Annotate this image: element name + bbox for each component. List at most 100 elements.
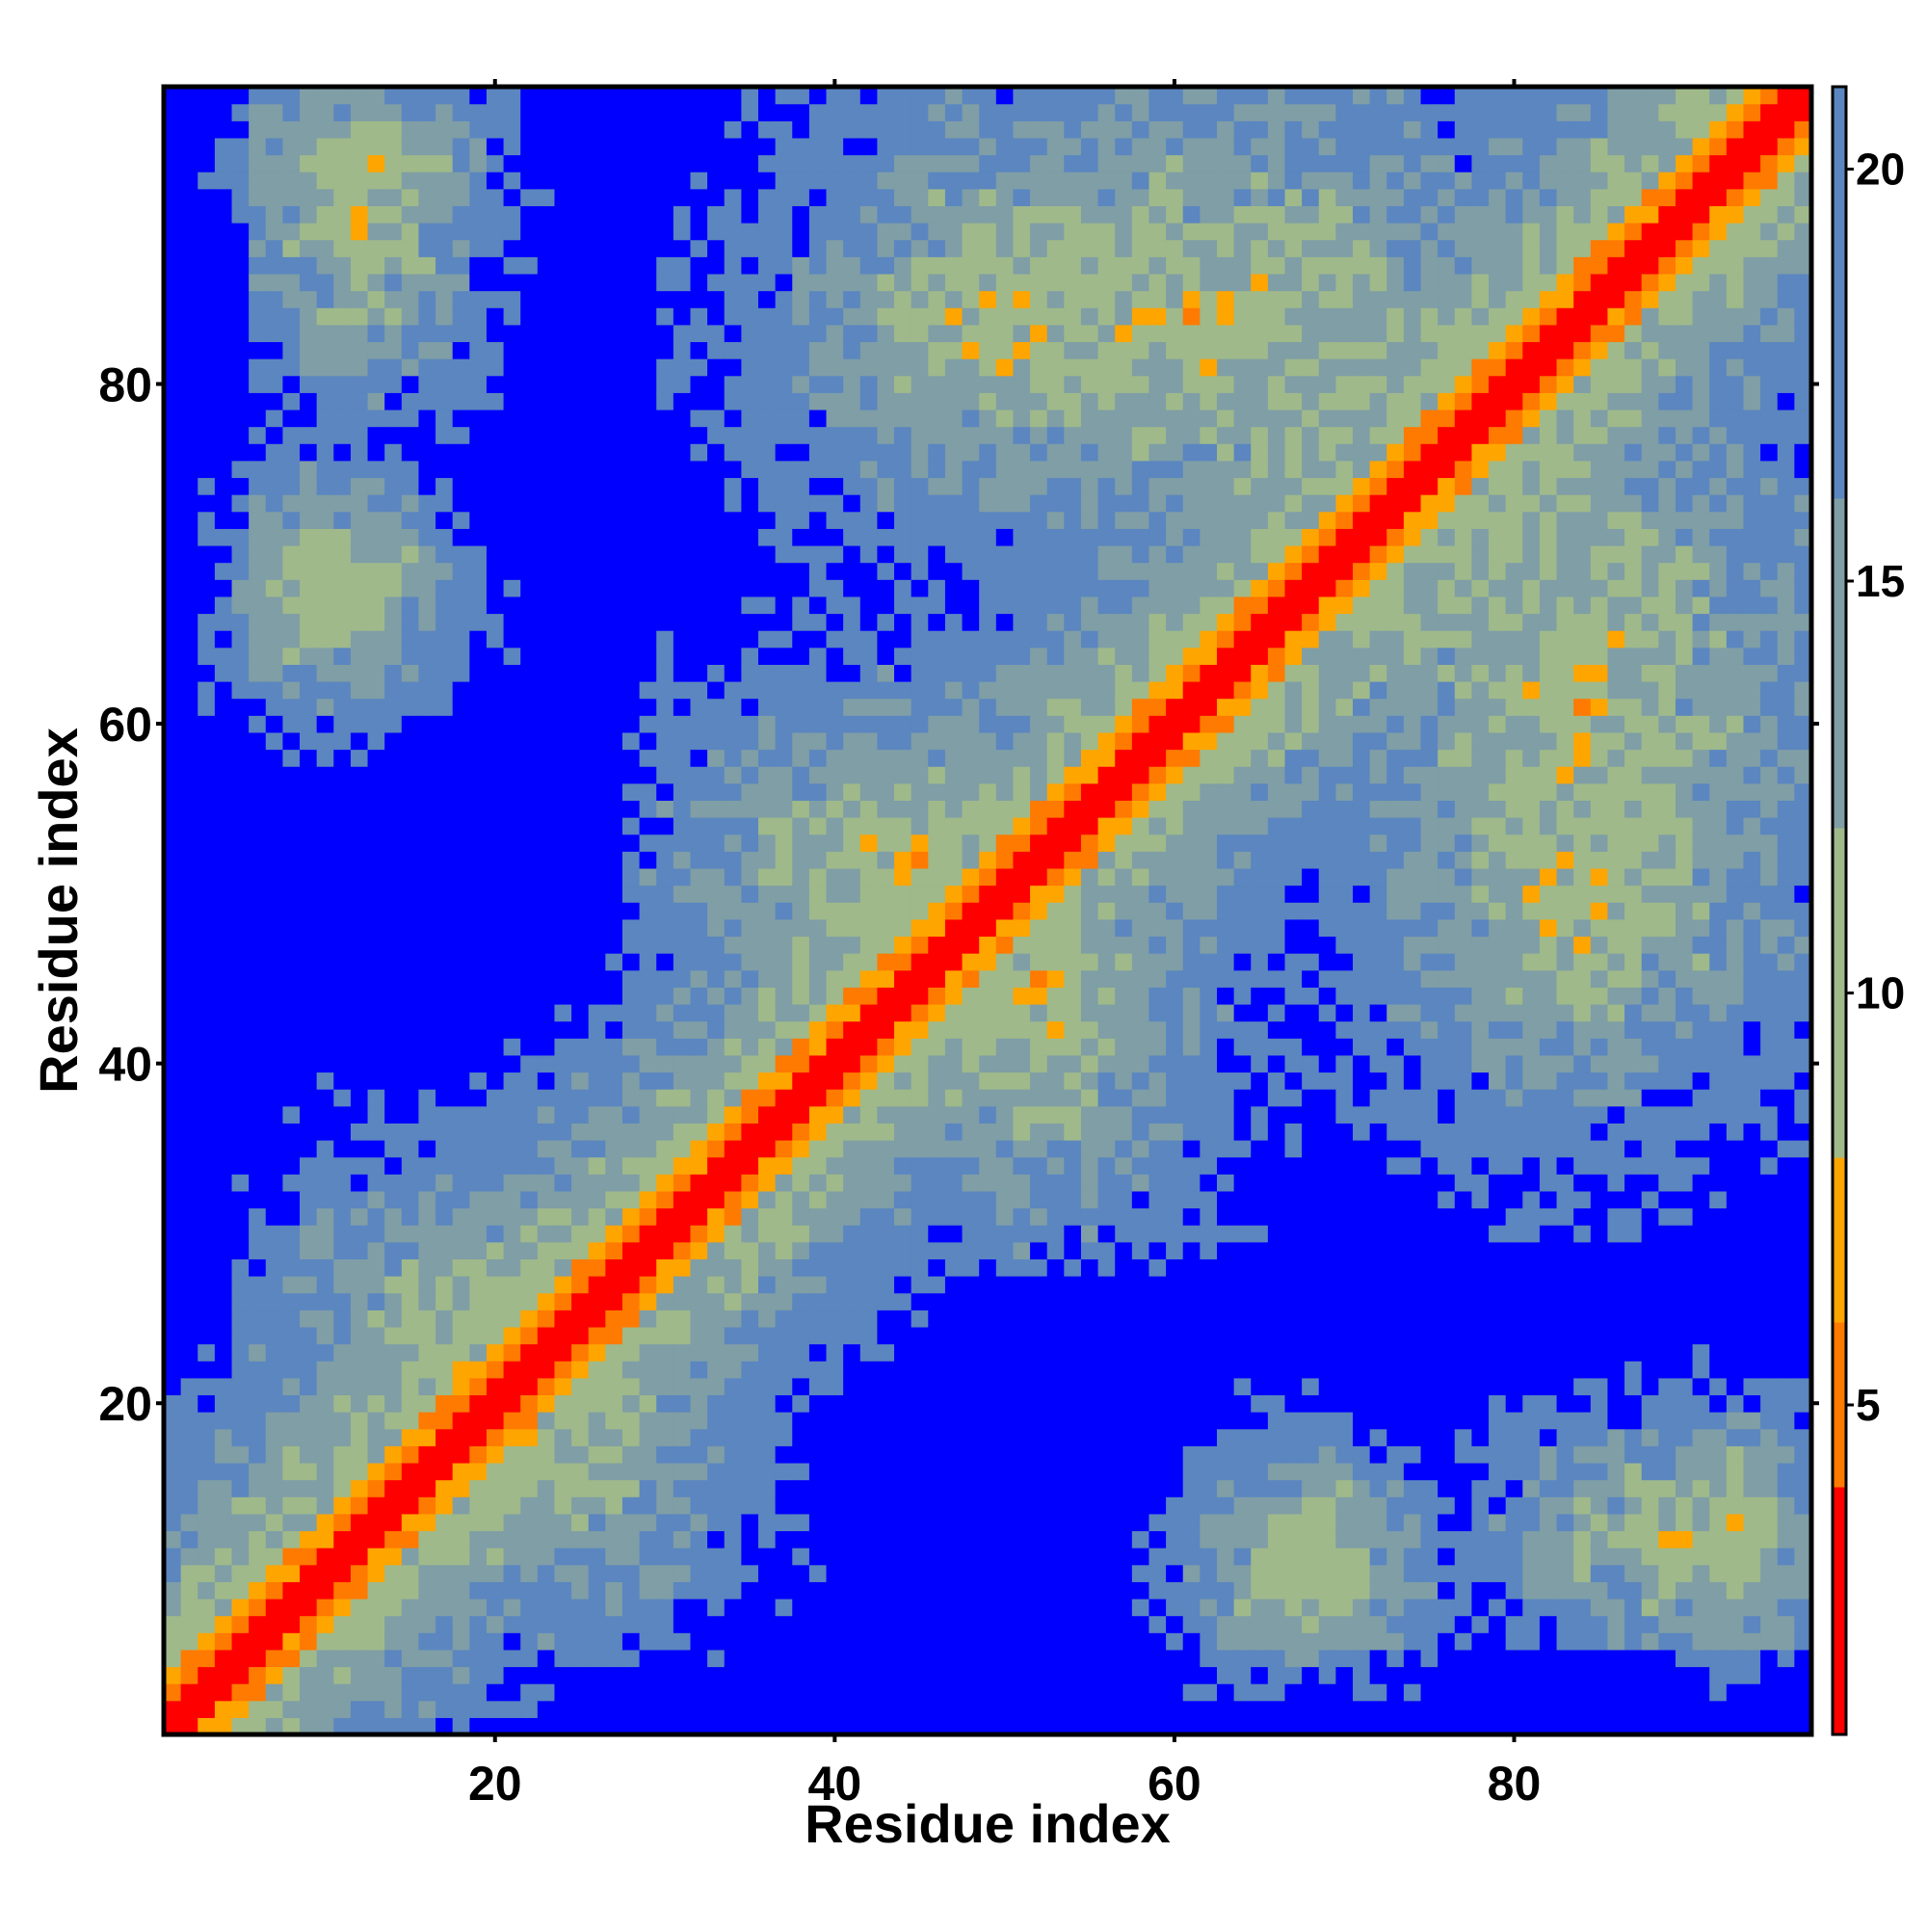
heatmap-cell xyxy=(503,782,521,802)
heatmap-cell xyxy=(571,1479,590,1497)
heatmap-cell xyxy=(808,1666,828,1684)
heatmap-cell xyxy=(995,731,1015,751)
heatmap-cell xyxy=(808,1343,828,1362)
heatmap-cell xyxy=(436,154,454,172)
heatmap-cell xyxy=(486,1445,505,1464)
heatmap-cell xyxy=(418,817,436,835)
heatmap-cell xyxy=(690,409,708,428)
heatmap-cell xyxy=(826,579,844,597)
heatmap-cell xyxy=(249,1548,267,1566)
heatmap-cell xyxy=(826,1700,844,1718)
heatmap-cell xyxy=(995,1156,1015,1175)
heatmap-cell xyxy=(995,307,1015,326)
heatmap-cell xyxy=(384,544,403,564)
heatmap-cell xyxy=(962,1054,980,1073)
heatmap-cell xyxy=(333,1139,352,1158)
heatmap-cell xyxy=(962,1700,980,1718)
heatmap-cell xyxy=(843,1038,861,1056)
heatmap-cell xyxy=(673,223,692,241)
heatmap-cell xyxy=(621,1326,641,1345)
heatmap-cell xyxy=(808,681,828,700)
heatmap-cell xyxy=(214,817,233,835)
heatmap-cell xyxy=(350,1496,369,1515)
heatmap-cell xyxy=(979,731,997,751)
heatmap-cell xyxy=(911,409,929,428)
heatmap-cell xyxy=(605,223,623,241)
heatmap-cell xyxy=(1013,1174,1031,1192)
heatmap-cell xyxy=(350,782,369,802)
heatmap-cell xyxy=(282,375,301,393)
heatmap-cell xyxy=(673,1649,692,1668)
heatmap-cell xyxy=(707,834,726,852)
heatmap-cell xyxy=(452,664,470,682)
heatmap-cell xyxy=(775,953,793,971)
heatmap-cell xyxy=(418,1700,436,1718)
heatmap-cell xyxy=(249,647,267,665)
heatmap-cell xyxy=(639,766,657,784)
heatmap-cell xyxy=(911,1241,929,1259)
heatmap-cell xyxy=(436,1700,454,1718)
heatmap-cell xyxy=(995,1548,1015,1566)
heatmap-cell xyxy=(418,358,436,377)
heatmap-cell xyxy=(486,681,505,700)
heatmap-cell xyxy=(350,1377,369,1396)
heatmap-cell xyxy=(826,681,844,700)
heatmap-cell xyxy=(588,290,606,308)
heatmap-cell xyxy=(690,1412,708,1430)
heatmap-cell xyxy=(707,1683,726,1702)
heatmap-cell xyxy=(792,1156,810,1175)
heatmap-cell xyxy=(656,256,674,275)
heatmap-cell xyxy=(962,409,980,428)
heatmap-cell xyxy=(571,1003,590,1022)
heatmap-cell xyxy=(808,273,828,292)
heatmap-cell xyxy=(826,715,844,733)
heatmap-cell xyxy=(418,1241,436,1259)
heatmap-cell xyxy=(282,1020,301,1039)
heatmap-cell xyxy=(350,1003,369,1022)
heatmap-cell xyxy=(741,1479,759,1497)
heatmap-cell xyxy=(690,1530,708,1548)
heatmap-cell xyxy=(520,579,539,597)
heatmap-cell xyxy=(469,1310,488,1328)
heatmap-cell xyxy=(588,1717,606,1735)
heatmap-cell xyxy=(962,902,980,920)
heatmap-cell xyxy=(707,1581,726,1600)
heatmap-cell xyxy=(520,1276,539,1294)
heatmap-cell xyxy=(656,1054,674,1073)
heatmap-cell xyxy=(944,1700,964,1718)
heatmap-cell xyxy=(316,1241,334,1259)
heatmap-cell xyxy=(639,1207,657,1226)
heatmap-cell xyxy=(571,715,590,733)
heatmap-cell xyxy=(741,1632,759,1651)
heatmap-cell xyxy=(1030,1615,1048,1633)
heatmap-cell xyxy=(979,1683,997,1702)
heatmap-cell xyxy=(792,867,810,887)
heatmap-cell xyxy=(384,511,403,529)
heatmap-cell xyxy=(520,731,539,751)
heatmap-cell xyxy=(673,290,692,308)
heatmap-cell xyxy=(198,867,216,887)
heatmap-cell xyxy=(571,562,590,580)
heatmap-cell xyxy=(707,324,726,343)
heatmap-cell xyxy=(1013,494,1031,513)
heatmap-cell xyxy=(995,1310,1015,1328)
heatmap-cell xyxy=(741,1241,759,1259)
heatmap-cell xyxy=(316,1479,334,1497)
heatmap-cell xyxy=(911,137,929,156)
heatmap-cell xyxy=(418,1020,436,1039)
heatmap-cell xyxy=(911,358,929,377)
heatmap-cell xyxy=(537,375,556,393)
heatmap-cell xyxy=(300,1412,318,1430)
heatmap-cell xyxy=(792,341,810,359)
heatmap-cell xyxy=(401,1548,420,1566)
heatmap-cell xyxy=(962,256,980,275)
heatmap-cell xyxy=(265,341,283,359)
heatmap-cell xyxy=(367,579,385,597)
heatmap-cell xyxy=(621,137,641,156)
heatmap-cell xyxy=(350,256,369,275)
heatmap-cell xyxy=(469,188,488,206)
heatmap-cell xyxy=(249,1003,267,1022)
heatmap-cell xyxy=(486,1241,505,1259)
heatmap-cell xyxy=(894,137,912,156)
heatmap-cell xyxy=(673,987,692,1005)
